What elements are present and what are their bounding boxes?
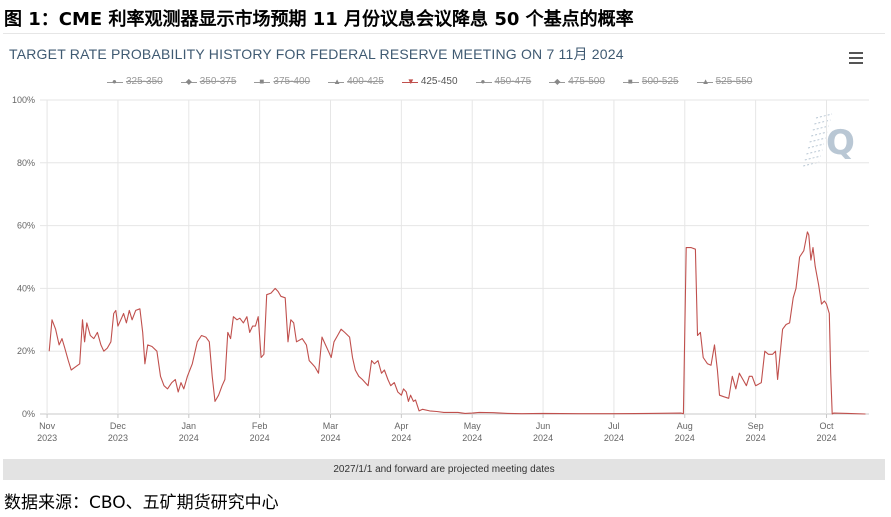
legend-item-350-375[interactable]: ◆ 350-375 — [180, 76, 237, 87]
legend-marker-icon: ■ — [622, 77, 639, 87]
chart-legend: ● 325-350 ◆ 350-375 ■ 375-400 ▲ 400-425 ▼ 425-450… — [107, 76, 752, 87]
x-tick-year: 2024 — [179, 433, 199, 443]
x-tick-label: Mar — [323, 421, 339, 431]
x-tick-year: 2024 — [462, 433, 482, 443]
watermark-logo: Q — [803, 113, 855, 167]
x-tick-label: Jul — [608, 421, 620, 431]
x-tick-label: Oct — [819, 421, 834, 431]
y-tick-label: 100% — [12, 95, 35, 105]
x-tick-label: Aug — [677, 421, 693, 431]
legend-label: 500-525 — [641, 76, 679, 87]
y-tick-label: 20% — [17, 346, 35, 356]
legend-item-475-500[interactable]: ◆ 475-500 — [549, 76, 605, 87]
x-tick-year: 2024 — [320, 433, 340, 443]
projected-dates-note: 2027/1/1 and forward are projected meeti… — [3, 459, 885, 480]
legend-item-450-475[interactable]: ● 450-475 — [475, 76, 532, 87]
legend-label: 475-500 — [568, 76, 605, 87]
legend-item-400-425[interactable]: ▲ 400-425 — [328, 76, 384, 87]
x-tick-label: Dec — [110, 421, 127, 431]
svg-text:Q: Q — [826, 123, 855, 163]
plot-area: Q 0% 20% 40% 60% 80% 100% Nov 2023 Dec 2023 Jan 2024… — [12, 95, 869, 443]
x-tick-year: 2024 — [391, 433, 411, 443]
legend-item-375-400[interactable]: ■ 375-400 — [254, 76, 310, 87]
y-tick-label: 40% — [17, 283, 35, 293]
x-tick-label: Apr — [394, 421, 408, 431]
legend-marker-icon: ▲ — [328, 77, 345, 87]
legend-marker-icon: ◆ — [180, 77, 197, 87]
x-tick-year: 2023 — [37, 433, 57, 443]
x-tick-label: May — [464, 421, 482, 431]
legend-label: 350-375 — [199, 76, 237, 87]
y-tick-label: 80% — [17, 158, 35, 168]
x-tick-year: 2024 — [746, 433, 766, 443]
legend-marker-icon: ● — [475, 77, 492, 87]
x-tick-label: Nov — [39, 421, 56, 431]
x-tick-label: Sep — [748, 421, 764, 431]
series-line-425-450 — [48, 231, 866, 415]
x-tick-year: 2024 — [604, 433, 624, 443]
legend-label: 400-425 — [347, 76, 384, 87]
legend-label: 325-350 — [126, 76, 163, 87]
chart-container: TARGET RATE PROBABILITY HISTORY FOR FEDE… — [3, 33, 885, 480]
figure-title: 图 1：CME 利率观测器显示市场预期 11 月份议息会议降息 50 个基点的概… — [4, 9, 634, 30]
x-tick-year: 2023 — [108, 433, 128, 443]
x-tick-year: 2024 — [816, 433, 836, 443]
x-tick-label: Jun — [536, 421, 551, 431]
x-tick-year: 2024 — [675, 433, 695, 443]
x-tick-label: Jan — [182, 421, 197, 431]
x-tick-year: 2024 — [250, 433, 270, 443]
legend-label: 375-400 — [273, 76, 311, 87]
x-tick-year: 2024 — [533, 433, 553, 443]
source-note: 数据来源：CBO、五矿期货研究中心 — [4, 493, 279, 513]
legend-item-500-525[interactable]: ■ 500-525 — [622, 76, 679, 87]
legend-marker-icon: ◆ — [549, 77, 566, 87]
legend-item-525-550[interactable]: ▲ 525-550 — [696, 76, 753, 87]
legend-label: 450-475 — [494, 76, 532, 87]
legend-marker-icon: ▼ — [401, 77, 418, 87]
legend-label: 425-450 — [420, 76, 458, 87]
legend-marker-icon: ▲ — [696, 77, 713, 87]
chart-title: TARGET RATE PROBABILITY HISTORY FOR FEDE… — [9, 46, 624, 62]
y-tick-label: 0% — [22, 409, 35, 419]
legend-item-425-450[interactable]: ▼ 425-450 — [401, 76, 458, 87]
y-tick-label: 60% — [17, 221, 35, 231]
hamburger-menu-icon[interactable] — [849, 52, 863, 64]
legend-marker-icon: ● — [107, 77, 123, 87]
legend-label: 525-550 — [715, 76, 753, 87]
legend-item-325-350[interactable]: ● 325-350 — [107, 76, 163, 87]
x-tick-label: Feb — [252, 421, 268, 431]
legend-marker-icon: ■ — [254, 77, 271, 87]
